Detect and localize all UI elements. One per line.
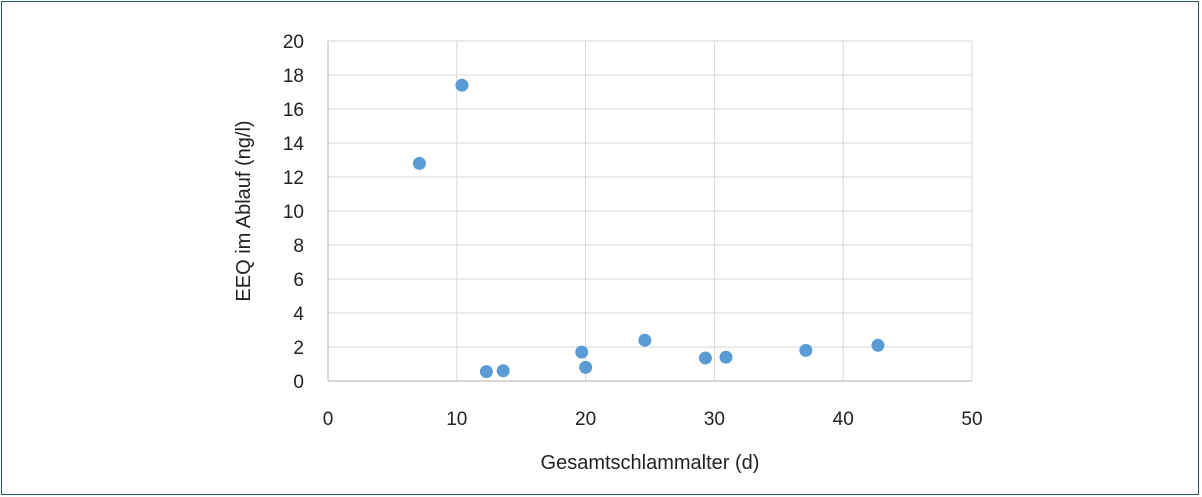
data-point-0: [412, 156, 426, 170]
y-tick-label-5: 10: [283, 202, 304, 223]
data-point-3: [496, 364, 510, 378]
y-tick-label-3: 6: [293, 270, 304, 291]
data-point-9: [799, 343, 813, 357]
x-tick-label-2: 20: [575, 409, 596, 430]
data-points: [412, 78, 885, 379]
y-axis-title: EEQ im Ablauf (ng/l): [233, 120, 255, 301]
data-point-7: [698, 351, 712, 365]
y-tick-label-4: 8: [293, 236, 304, 257]
x-tick-label-3: 30: [704, 409, 725, 430]
y-tick-label-9: 18: [283, 66, 304, 87]
y-tick-label-7: 14: [283, 134, 305, 155]
data-point-8: [719, 350, 733, 364]
x-axis-title: Gesamtschlammalter (d): [541, 452, 760, 474]
data-point-2: [479, 365, 493, 379]
grid-lines: [328, 40, 973, 381]
data-point-4: [575, 345, 589, 359]
y-tick-label-0: 0: [293, 372, 304, 393]
data-point-10: [871, 338, 885, 352]
data-point-1: [455, 78, 469, 92]
x-tick-label-5: 50: [961, 409, 982, 430]
tick-labels: 0 2 4 6 8 10 12 14 16 18 20 0 10 20 30 40 50: [283, 32, 983, 430]
x-tick-label-0: 0: [323, 409, 334, 430]
data-point-5: [579, 360, 593, 374]
y-tick-label-6: 12: [283, 168, 304, 189]
axes: [327, 41, 972, 382]
y-tick-label-2: 4: [293, 304, 304, 325]
y-tick-label-1: 2: [293, 338, 304, 359]
x-tick-label-1: 10: [446, 409, 467, 430]
x-tick-label-4: 40: [833, 409, 854, 430]
data-point-6: [638, 333, 652, 347]
y-tick-label-8: 16: [283, 100, 304, 121]
y-tick-label-10: 20: [283, 32, 304, 53]
